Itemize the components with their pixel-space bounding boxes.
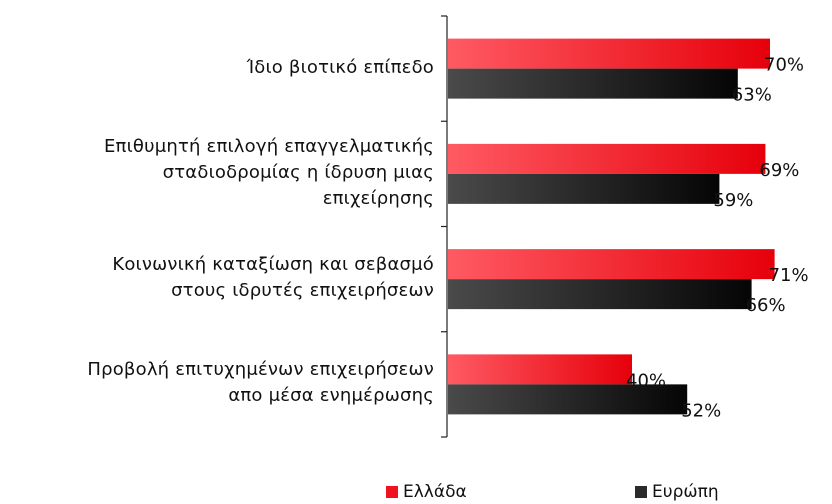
bar-europe-1 bbox=[448, 173, 720, 204]
category-label-line: Κοινωνική καταξίωση και σεβασμό bbox=[112, 254, 434, 276]
legend-label-europe: Ευρώπη bbox=[652, 482, 719, 502]
data-label-europe-3: 52% bbox=[681, 400, 721, 421]
legend-swatch-europe bbox=[635, 486, 647, 498]
category-label-2: Κοινωνική καταξίωση και σεβασμό στους ιδρ… bbox=[4, 252, 434, 304]
category-label-line: σταδιοδρομίας η ίδρυση μιας bbox=[162, 161, 434, 183]
data-label-europe-2: 66% bbox=[746, 295, 786, 316]
bar-europe-2 bbox=[448, 279, 752, 310]
bar-greece-2 bbox=[448, 249, 775, 280]
bar-greece-1 bbox=[448, 143, 766, 174]
legend-label-greece: Ελλάδα bbox=[403, 482, 467, 502]
data-label-greece-1: 69% bbox=[759, 160, 799, 181]
category-label-line: Επιθυμητή επιλογή επαγγελματικής bbox=[103, 135, 434, 157]
data-label-europe-0: 63% bbox=[732, 85, 772, 106]
legend-swatch-greece bbox=[386, 486, 398, 498]
category-label-line: απο μέσα ενημέρωσης bbox=[228, 385, 434, 407]
data-label-greece-0: 70% bbox=[764, 55, 804, 76]
category-label-0: Ίδιο βιοτικό επίπεδο bbox=[4, 55, 434, 81]
category-label-line: Ίδιο βιοτικό επίπεδο bbox=[246, 56, 434, 78]
data-label-greece-3: 40% bbox=[626, 370, 666, 391]
category-label-line: στους ιδρυτές επιχειρήσεων bbox=[171, 280, 434, 302]
bar-europe-0 bbox=[448, 68, 738, 99]
category-label-3: Προβολή επιτυχημένων επιχειρήσεων απο μέσ… bbox=[4, 357, 434, 409]
bar-greece-3 bbox=[448, 354, 632, 385]
legend-item-greece: Ελλάδα bbox=[386, 481, 467, 503]
category-label-line: επιχείρησης bbox=[322, 187, 434, 209]
category-label-1: Επιθυμητή επιλογή επαγγελματικής σταδιοδρ… bbox=[4, 134, 434, 212]
data-label-greece-2: 71% bbox=[769, 265, 809, 286]
bar-greece-0 bbox=[448, 38, 770, 69]
legend-item-europe: Ευρώπη bbox=[635, 481, 719, 503]
bar-europe-3 bbox=[448, 384, 688, 415]
data-label-europe-1: 59% bbox=[713, 190, 753, 211]
category-label-line: Προβολή επιτυχημένων επιχειρήσεων bbox=[87, 359, 434, 381]
